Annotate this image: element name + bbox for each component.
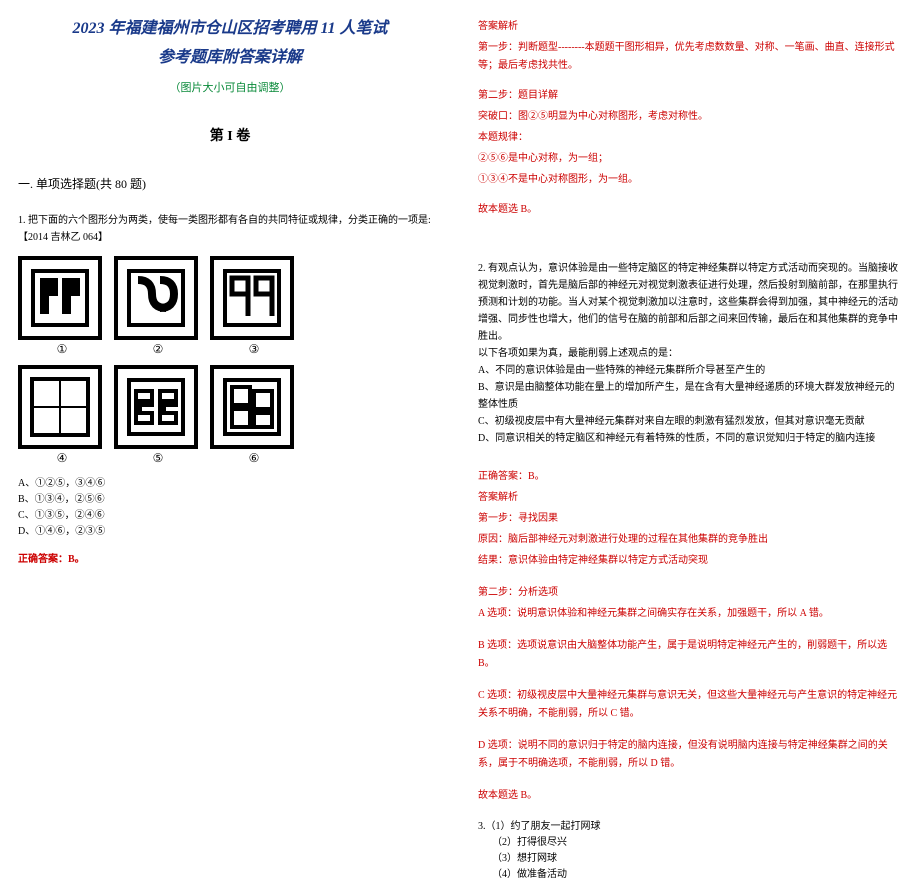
- q2-opt-a: A、不同的意识体验是由一些特殊的神经元集群所介导甚至产生的: [478, 362, 902, 379]
- q2-stem: 2. 有观点认为，意识体验是由一些特定脑区的特定神经集群以特定方式活动而突现的。…: [478, 260, 902, 345]
- exp1-l1: 第一步：判断题型--------本题题干图形相异，优先考虑数数量、对称、一笔画、…: [478, 39, 902, 75]
- q1-figures: ① ② ③ ④ ⑤: [18, 256, 298, 466]
- doc-title-1: 2023 年福建福州市仓山区招考聘用 11 人笔试: [18, 15, 442, 44]
- exp2-s4: 第二步：分析选项: [478, 584, 902, 602]
- exp1-l4: 本题规律：: [478, 129, 902, 147]
- exp1-l2: 第二步：题目详解: [478, 87, 902, 105]
- q1-explanation: 答案解析 第一步：判断题型--------本题题干图形相异，优先考虑数数量、对称…: [478, 18, 902, 219]
- q1-opt-c: C、①③⑤，②④⑥: [18, 508, 442, 524]
- doc-title-2: 参考题库附答案详解: [18, 44, 442, 73]
- q1-fig-4: [18, 365, 102, 449]
- exp2-oa: A 选项：说明意识体验和神经元集群之间确实存在关系，加强题干，所以 A 错。: [478, 605, 902, 623]
- exp1-l3: 突破口：图②⑤明显为中心对称图形，考虑对称性。: [478, 108, 902, 126]
- q1-fig-4-label: ④: [18, 451, 106, 466]
- q1-answer: 正确答案：B。: [18, 550, 442, 565]
- exp2-s1: 第一步：寻找因果: [478, 510, 902, 528]
- q1-fig-6: [210, 365, 294, 449]
- q1-opt-b: B、①③④，②⑤⑥: [18, 492, 442, 508]
- q1-fig-3: [210, 256, 294, 340]
- q1-fig-5-label: ⑤: [114, 451, 202, 466]
- exp1-l5: ②⑤⑥是中心对称，为一组；: [478, 150, 902, 168]
- q2-opt-c: C、初级视皮层中有大量神经元集群对来自左眼的刺激有猛烈发放，但其对意识毫无贡献: [478, 413, 902, 430]
- q3-l4: （4）做准备活动: [478, 867, 902, 883]
- exp2-end: 故本题选 B。: [478, 787, 902, 805]
- q1-fig-2-label: ②: [114, 342, 202, 357]
- q1-stem: 1. 把下面的六个图形分为两类，使每一类图形都有各自的共同特征或规律，分类正确的…: [18, 212, 442, 246]
- q1-fig-1-label: ①: [18, 342, 106, 357]
- q2-opt-b: B、意识是由脑整体功能在量上的增加所产生，是在含有大量神经递质的环境大群发放神经…: [478, 379, 902, 413]
- q1-fig-1: [18, 256, 102, 340]
- exp2-s3: 结果：意识体验由特定神经集群以特定方式活动突现: [478, 552, 902, 570]
- exp1-l7: 故本题选 B。: [478, 201, 902, 219]
- exp2-ob: B 选项：选项说意识由大脑整体功能产生，属于是说明特定神经元产生的，削弱题干，所…: [478, 637, 902, 673]
- volume-label: 第 I 卷: [18, 125, 442, 145]
- q2-stem2: 以下各项如果为真，最能削弱上述观点的是：: [478, 345, 902, 362]
- q3-l2: （2）打得很尽兴: [478, 835, 902, 851]
- q1-fig-2: [114, 256, 198, 340]
- q3-stem: 3.（1）约了朋友一起打网球: [478, 819, 902, 835]
- exp1-head: 答案解析: [478, 18, 902, 36]
- q2-opt-d: D、同意识相关的特定脑区和神经元有着特殊的性质，不同的意识觉知归于特定的脑内连接: [478, 430, 902, 447]
- exp2-s2: 原因：脑后部神经元对刺激进行处理的过程在其他集群的竞争胜出: [478, 531, 902, 549]
- q1-options: A、①②⑤，③④⑥ B、①③④，②⑤⑥ C、①③⑤，②④⑥ D、①④⑥，②③⑤: [18, 476, 442, 540]
- doc-subtitle: （图片大小可自由调整）: [18, 79, 442, 95]
- exp2-ans: 正确答案：B。: [478, 468, 902, 486]
- q2-block: 2. 有观点认为，意识体验是由一些特定脑区的特定神经集群以特定方式活动而突现的。…: [478, 260, 902, 447]
- q1-fig-6-label: ⑥: [210, 451, 298, 466]
- section-head: 一. 单项选择题(共 80 题): [18, 175, 442, 192]
- exp2-head: 答案解析: [478, 489, 902, 507]
- q1-opt-a: A、①②⑤，③④⑥: [18, 476, 442, 492]
- exp1-l6: ①③④不是中心对称图形，为一组。: [478, 171, 902, 189]
- q2-explanation: 正确答案：B。 答案解析 第一步：寻找因果 原因：脑后部神经元对刺激进行处理的过…: [478, 457, 902, 805]
- exp2-od: D 选项：说明不同的意识归于特定的脑内连接，但没有说明脑内连接与特定神经集群之间…: [478, 737, 902, 773]
- q1-fig-5: [114, 365, 198, 449]
- exp2-oc: C 选项：初级视皮层中大量神经元集群与意识无关，但这些大量神经元与产生意识的特定…: [478, 687, 902, 723]
- q1-fig-3-label: ③: [210, 342, 298, 357]
- q3-block: 3.（1）约了朋友一起打网球 （2）打得很尽兴 （3）想打网球 （4）做准备活动: [478, 819, 902, 883]
- q1-opt-d: D、①④⑥，②③⑤: [18, 524, 442, 540]
- q3-l3: （3）想打网球: [478, 851, 902, 867]
